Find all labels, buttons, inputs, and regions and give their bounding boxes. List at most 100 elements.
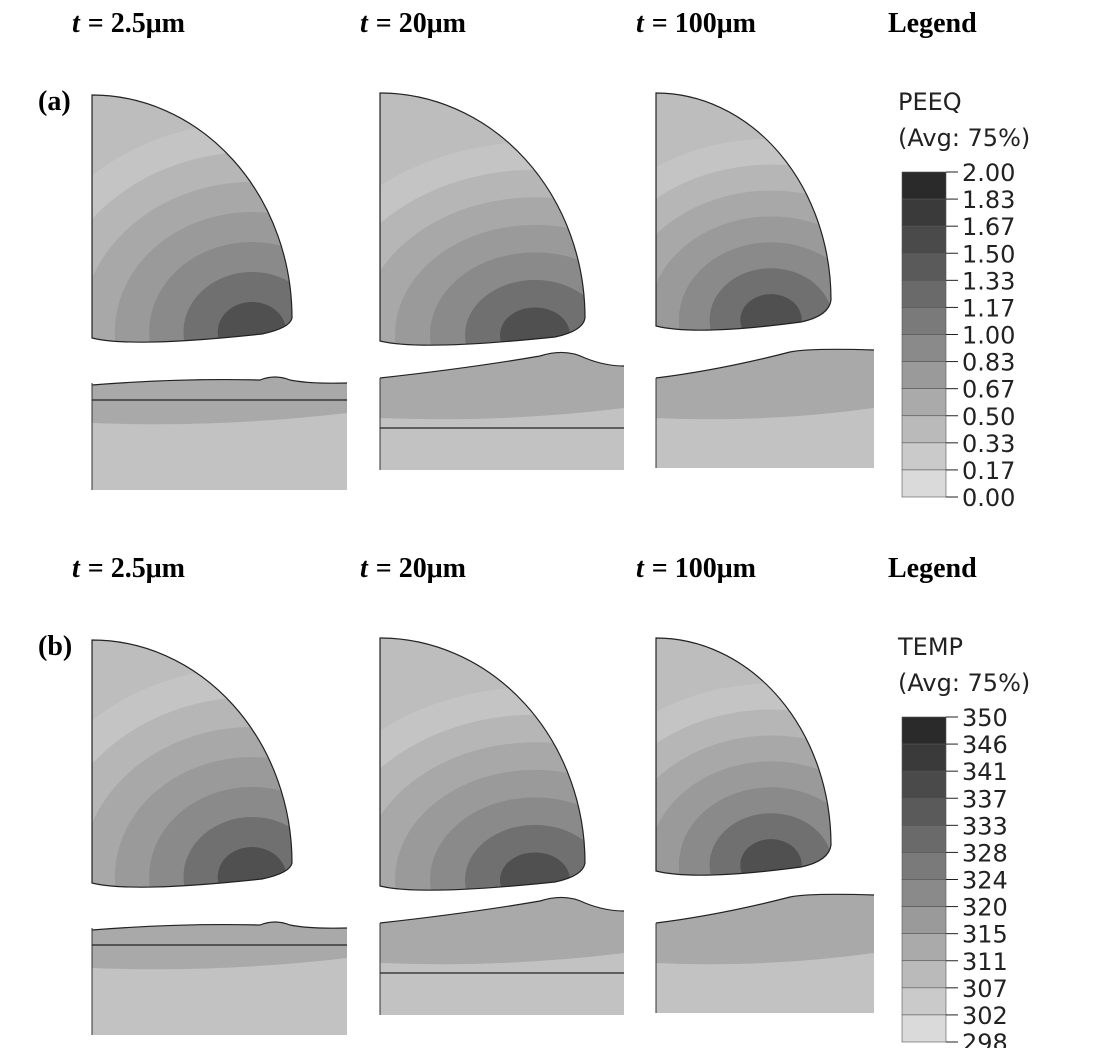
value: = 20μm (376, 8, 466, 39)
legend-swatch (901, 361, 947, 389)
legend-swatch (901, 933, 947, 962)
legend-swatch (901, 334, 947, 362)
column-header: t = 100μm (636, 553, 756, 584)
substrate (655, 893, 875, 1013)
substrate (379, 351, 625, 470)
value: = 2.5μm (88, 553, 185, 584)
legend-level: 1.50 (962, 240, 1015, 268)
droplet (380, 93, 585, 346)
legend-level: 0.00 (962, 484, 1015, 512)
substrate (91, 921, 348, 1035)
legend-level: 328 (962, 839, 1008, 867)
contour-band (217, 847, 287, 888)
droplet-outline (379, 92, 586, 346)
substrate (91, 376, 348, 490)
legend-level: 0.33 (962, 430, 1015, 458)
droplet-outline (91, 639, 293, 888)
legend-swatch (901, 225, 947, 254)
substrate-surface (91, 376, 348, 386)
substrate (655, 348, 875, 468)
legend-level: 0.83 (962, 349, 1015, 377)
droplet (380, 638, 585, 891)
legend-title: PEEQ (898, 88, 962, 116)
legend-level: 0.67 (962, 376, 1015, 404)
contour-band (500, 307, 570, 346)
droplet (92, 640, 292, 888)
legend-level: 298 (962, 1029, 1008, 1048)
droplet-outline (379, 637, 586, 891)
droplet-outline (655, 92, 832, 331)
column-header: t = 20μm (360, 553, 466, 584)
legend-swatch (901, 987, 947, 1016)
legend-level: 0.50 (962, 403, 1015, 431)
legend-level: 1.00 (962, 322, 1015, 350)
substrate-deformed (656, 349, 874, 420)
legend-swatch (901, 442, 947, 471)
substrate-surface (655, 348, 875, 379)
substrate (379, 896, 625, 1015)
legend-swatch (901, 879, 947, 907)
legend-level: 2.00 (962, 159, 1015, 187)
droplet (656, 638, 831, 876)
substrate-deformed (92, 922, 347, 970)
legend-title: TEMP (897, 633, 963, 661)
substrate-surface (379, 351, 625, 379)
droplet (92, 95, 292, 343)
legend-level: 350 (962, 704, 1008, 732)
legend-swatch (901, 388, 947, 417)
value: = 100μm (652, 8, 756, 39)
value: = 100μm (652, 553, 756, 584)
substrate-deformed (656, 894, 874, 965)
contour-band (500, 852, 570, 891)
contour-band (740, 294, 802, 331)
legend-level: 337 (962, 785, 1008, 813)
substrate-deformed (380, 352, 624, 420)
legend-level: 346 (962, 731, 1008, 759)
legend-swatch (901, 960, 947, 989)
legend-swatch (901, 825, 947, 853)
legend-level: 1.83 (962, 186, 1015, 214)
legend-level: 320 (962, 894, 1008, 922)
legend-swatch (901, 469, 947, 498)
variable: t (360, 8, 369, 39)
panel: (b)t = 2.5μm t = 20μm t = 100μm LegendTEMP(Avg… (38, 553, 1030, 1048)
legend-heading: Legend (888, 8, 977, 39)
droplet-outline (655, 637, 832, 876)
variable: t (636, 8, 645, 39)
substrate-surface (379, 896, 625, 924)
legend-level: 341 (962, 758, 1008, 786)
droplet (656, 93, 831, 331)
legend-swatch (901, 307, 947, 335)
legend-level: 333 (962, 812, 1008, 840)
column-header: t = 2.5μm (72, 8, 185, 39)
value: = 20μm (376, 553, 466, 584)
legend-subtitle: (Avg: 75%) (898, 124, 1030, 152)
panel: (a)t = 2.5μm t = 20μm t = 100μm LegendPEEQ(Avg… (38, 8, 1030, 512)
legend-subtitle: (Avg: 75%) (898, 669, 1030, 697)
legend-level: 1.17 (962, 294, 1015, 322)
legend-level: 324 (962, 867, 1008, 895)
column-header: t = 100μm (636, 8, 756, 39)
panel-label: (a) (38, 86, 71, 117)
legend-swatch (901, 743, 947, 772)
legend-swatch (901, 280, 947, 308)
legend-heading: Legend (888, 553, 977, 584)
variable: t (636, 553, 645, 584)
column-header: t = 2.5μm (72, 553, 185, 584)
substrate-deformed (380, 897, 624, 965)
panel-label: (b) (38, 631, 72, 662)
legend-swatch (901, 797, 947, 826)
legend-swatch (901, 415, 947, 444)
legend-level: 315 (962, 921, 1008, 949)
substrate-surface (655, 893, 875, 924)
value: = 2.5μm (88, 8, 185, 39)
substrate-surface (91, 921, 348, 931)
substrate-deformed (92, 377, 347, 425)
legend-swatch (901, 716, 947, 745)
variable: t (360, 553, 369, 584)
variable: t (72, 553, 81, 584)
legend-swatch (901, 770, 947, 799)
legend-level: 302 (962, 1002, 1008, 1030)
legend-level: 1.67 (962, 213, 1015, 241)
